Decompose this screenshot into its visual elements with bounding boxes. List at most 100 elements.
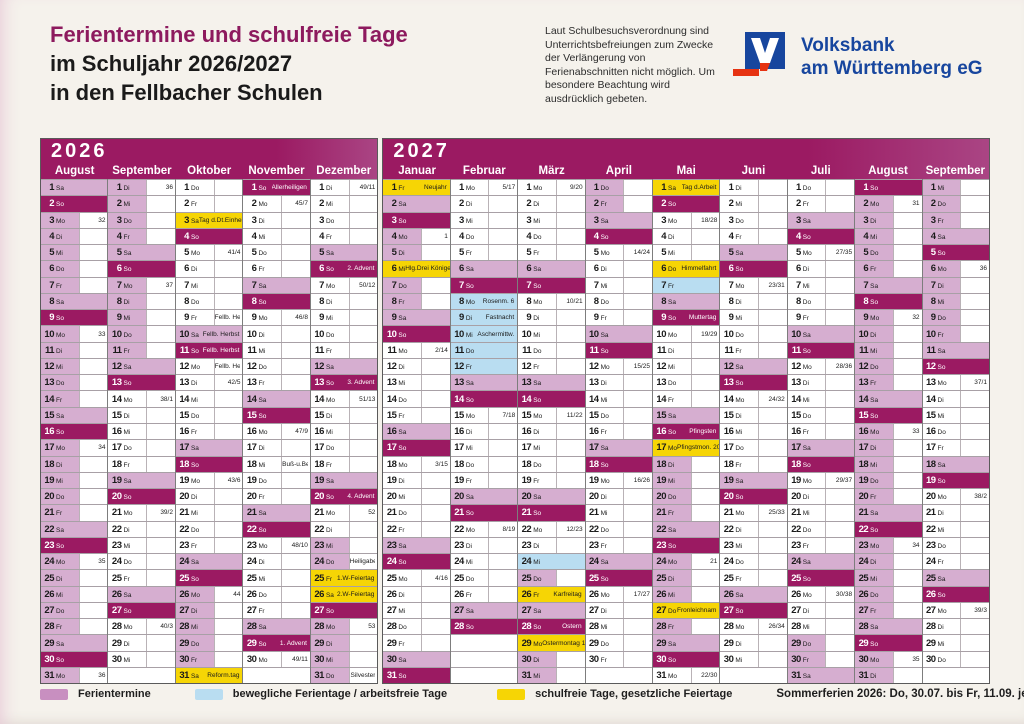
day-cell-november-2026-6: 6 Fr	[243, 260, 310, 277]
day-number: 16	[111, 426, 122, 438]
empty-cell	[450, 650, 518, 667]
week-number-cell: 12/23	[555, 521, 585, 537]
day-weekday: Do	[325, 559, 335, 567]
week-number: 36	[979, 265, 987, 273]
day-number: 2	[593, 198, 599, 210]
week-number-cell	[348, 651, 378, 667]
day-weekday: So	[56, 429, 64, 437]
day-number: 13	[791, 377, 801, 389]
week-number-cell	[555, 326, 585, 342]
day-weekday: Sa	[56, 412, 64, 420]
week-number-cell: 42/5	[213, 375, 243, 391]
day-weekday: Mo	[123, 510, 133, 518]
day-weekday: So	[325, 380, 334, 388]
day-cell-juni-2027-4: 4 Fr	[720, 227, 787, 245]
day-cell-januar-2027-3: 3 So	[383, 211, 450, 228]
day-weekday: Sa	[667, 640, 676, 648]
day-weekday: Di	[465, 542, 472, 550]
day-weekday: So	[667, 315, 676, 323]
week-number-cell: 49/11	[348, 180, 378, 196]
day-weekday: So	[190, 575, 199, 583]
day-number: 29	[386, 637, 397, 649]
week-number-cell	[623, 521, 652, 537]
day-number: 30	[656, 653, 666, 665]
day-cell-januar-2027-15: 15 Fr	[383, 406, 450, 423]
day-cell-november-2026-14: 14 Sa	[243, 390, 310, 407]
day-number: 24	[521, 556, 532, 568]
day-number: 26	[179, 588, 189, 600]
day-weekday: So	[735, 380, 744, 388]
day-cell-august-2026-12: 12 Mi	[41, 357, 108, 375]
day-number: 15	[246, 409, 257, 421]
day-number: 8	[184, 295, 189, 307]
day-cell-juli-2027-12: 12 Mo 28/36	[787, 357, 855, 375]
day-number: 19	[925, 474, 936, 486]
day-cell-dezember-2026-25: 25 Fr 1.W-Feiertag	[310, 569, 378, 586]
day-weekday: Mo	[802, 591, 812, 599]
day-weekday: Mi	[802, 510, 810, 518]
week-number-cell: 26/34	[758, 619, 787, 635]
day-weekday: Mi	[802, 624, 810, 632]
day-cell-mai-2027-14: 14 Fr	[652, 390, 720, 407]
day-cell-januar-2027-7: 7 Do	[383, 276, 450, 293]
day-cell-märz-2027-30: 30 Di	[518, 650, 585, 667]
month-column-februar-2027: 1 Mo 5/17 2 Di 3 Mi 4 Do 5 Fr 6 Sa 7 So 8 Mo Rosenm. 6 9 Di…	[449, 179, 518, 684]
day-cell-oktober-2026-7: 7 Mi	[175, 276, 243, 293]
day-number: 21	[925, 507, 936, 519]
week-number-cell	[488, 586, 518, 602]
day-number: 10	[179, 328, 189, 340]
day-cell-august-2027-30: 30 Mo 35	[855, 650, 922, 667]
week-number-cell: 24/32	[758, 391, 787, 407]
week-number: 21	[710, 558, 718, 566]
day-cell-februar-2027-24: 24 Mi	[450, 553, 518, 570]
day-weekday: Mo	[533, 298, 543, 306]
day-weekday: Mo	[325, 282, 335, 290]
week-number-cell	[555, 196, 585, 212]
day-cell-november-2026-30: 30 Mo 49/11	[243, 650, 310, 667]
week-number-cell	[825, 537, 855, 554]
day-weekday: So	[937, 250, 946, 258]
week-number-cell	[421, 602, 450, 619]
day-weekday: So	[870, 185, 879, 193]
day-number: 27	[179, 605, 189, 617]
day-cell-november-2026-16: 16 Mo 47/9	[243, 422, 310, 440]
week-number-cell	[892, 667, 922, 684]
page-title-line2: im Schuljahr 2026/2027	[50, 51, 293, 76]
day-weekday: Mo	[56, 559, 66, 567]
week-number-cell	[555, 342, 585, 358]
day-weekday: Di	[533, 315, 540, 323]
day-weekday: Do	[533, 233, 542, 241]
day-weekday: Di	[735, 526, 742, 534]
week-number-cell	[281, 261, 310, 277]
day-weekday: Di	[325, 640, 333, 648]
day-weekday: Do	[600, 298, 609, 306]
day-cell-mai-2027-5: 5 Mi	[652, 244, 720, 261]
day-weekday: Do	[802, 298, 812, 306]
week-number: 34	[98, 444, 106, 452]
day-weekday: Fr	[937, 559, 944, 567]
empty-cell	[108, 666, 175, 684]
week-number-cell	[146, 521, 175, 537]
week-number-cell	[281, 554, 310, 570]
day-number: 6	[863, 263, 869, 275]
day-number: 19	[858, 474, 869, 486]
day-cell-mai-2027-9: 9 So Muttertag	[652, 309, 720, 326]
day-number: 1	[728, 182, 734, 194]
day-cell-februar-2027-19: 19 Fr	[450, 471, 518, 489]
day-cell-oktober-2026-25: 25 So	[175, 569, 243, 586]
week-number-cell	[960, 407, 989, 423]
day-number: 3	[863, 214, 869, 226]
day-number: 21	[386, 507, 397, 519]
week-number-cell	[825, 407, 855, 423]
day-cell-februar-2027-12: 12 Fr	[450, 357, 518, 375]
day-cell-september-2027-16: 16 Do	[922, 422, 989, 440]
day-cell-november-2026-11: 11 Mi	[243, 341, 310, 358]
day-cell-januar-2027-16: 16 Sa	[383, 422, 450, 440]
week-number-cell	[488, 212, 518, 228]
day-weekday: Do	[802, 412, 812, 420]
day-cell-dezember-2026-8: 8 Di	[310, 292, 378, 310]
day-weekday: Di	[56, 461, 63, 469]
day-number: 12	[656, 361, 666, 373]
day-cell-september-2026-18: 18 Fr	[108, 455, 175, 472]
week-number: 35	[912, 655, 920, 663]
